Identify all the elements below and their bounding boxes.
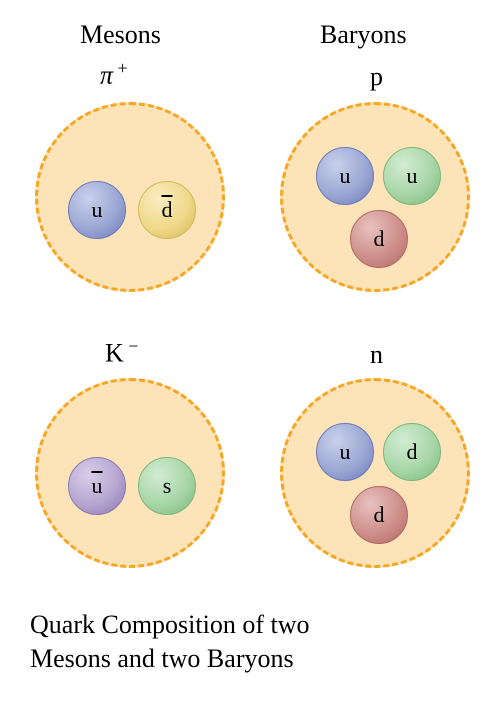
quark-letter: d — [407, 439, 418, 465]
quark-pi_plus-1: d — [138, 181, 196, 239]
quark-neutron-0: u — [316, 423, 374, 481]
quark-letter: d — [162, 197, 173, 223]
quark-letter: u — [92, 197, 103, 223]
caption-line1: Quark Composition of two — [30, 610, 310, 639]
figure-caption: Quark Composition of two Mesons and two … — [30, 608, 310, 676]
bag-neutron: u d d — [280, 378, 470, 568]
quark-letter: u — [407, 163, 418, 189]
quark-letter: u — [340, 439, 351, 465]
quark-letter: d — [374, 226, 385, 252]
quark-k_minus-1: s — [138, 457, 196, 515]
particle-label-pi_plus: π + — [100, 58, 128, 91]
mesons-heading: Mesons — [80, 20, 161, 50]
quark-neutron-1: d — [383, 423, 441, 481]
quark-letter: s — [163, 473, 172, 499]
particle-label-k_minus: K − — [105, 336, 138, 369]
quark-k_minus-0: u — [68, 457, 126, 515]
quark-letter: u — [340, 163, 351, 189]
quark-proton-2: d — [350, 210, 408, 268]
particle-label-proton: p — [370, 62, 383, 92]
quark-letter: u — [92, 473, 103, 499]
quark-proton-0: u — [316, 147, 374, 205]
baryons-heading: Baryons — [320, 20, 407, 50]
caption-line2: Mesons and two Baryons — [30, 644, 294, 673]
bag-proton: u u d — [280, 102, 470, 292]
particle-label-neutron: n — [370, 340, 383, 370]
figure-root: { "layout": { "width": 502, "height": 70… — [0, 0, 502, 708]
bag-k_minus: us — [35, 378, 225, 568]
quark-proton-1: u — [383, 147, 441, 205]
quark-pi_plus-0: u — [68, 181, 126, 239]
quark-neutron-2: d — [350, 486, 408, 544]
bag-pi_plus: ud — [35, 102, 225, 292]
quark-letter: d — [374, 502, 385, 528]
